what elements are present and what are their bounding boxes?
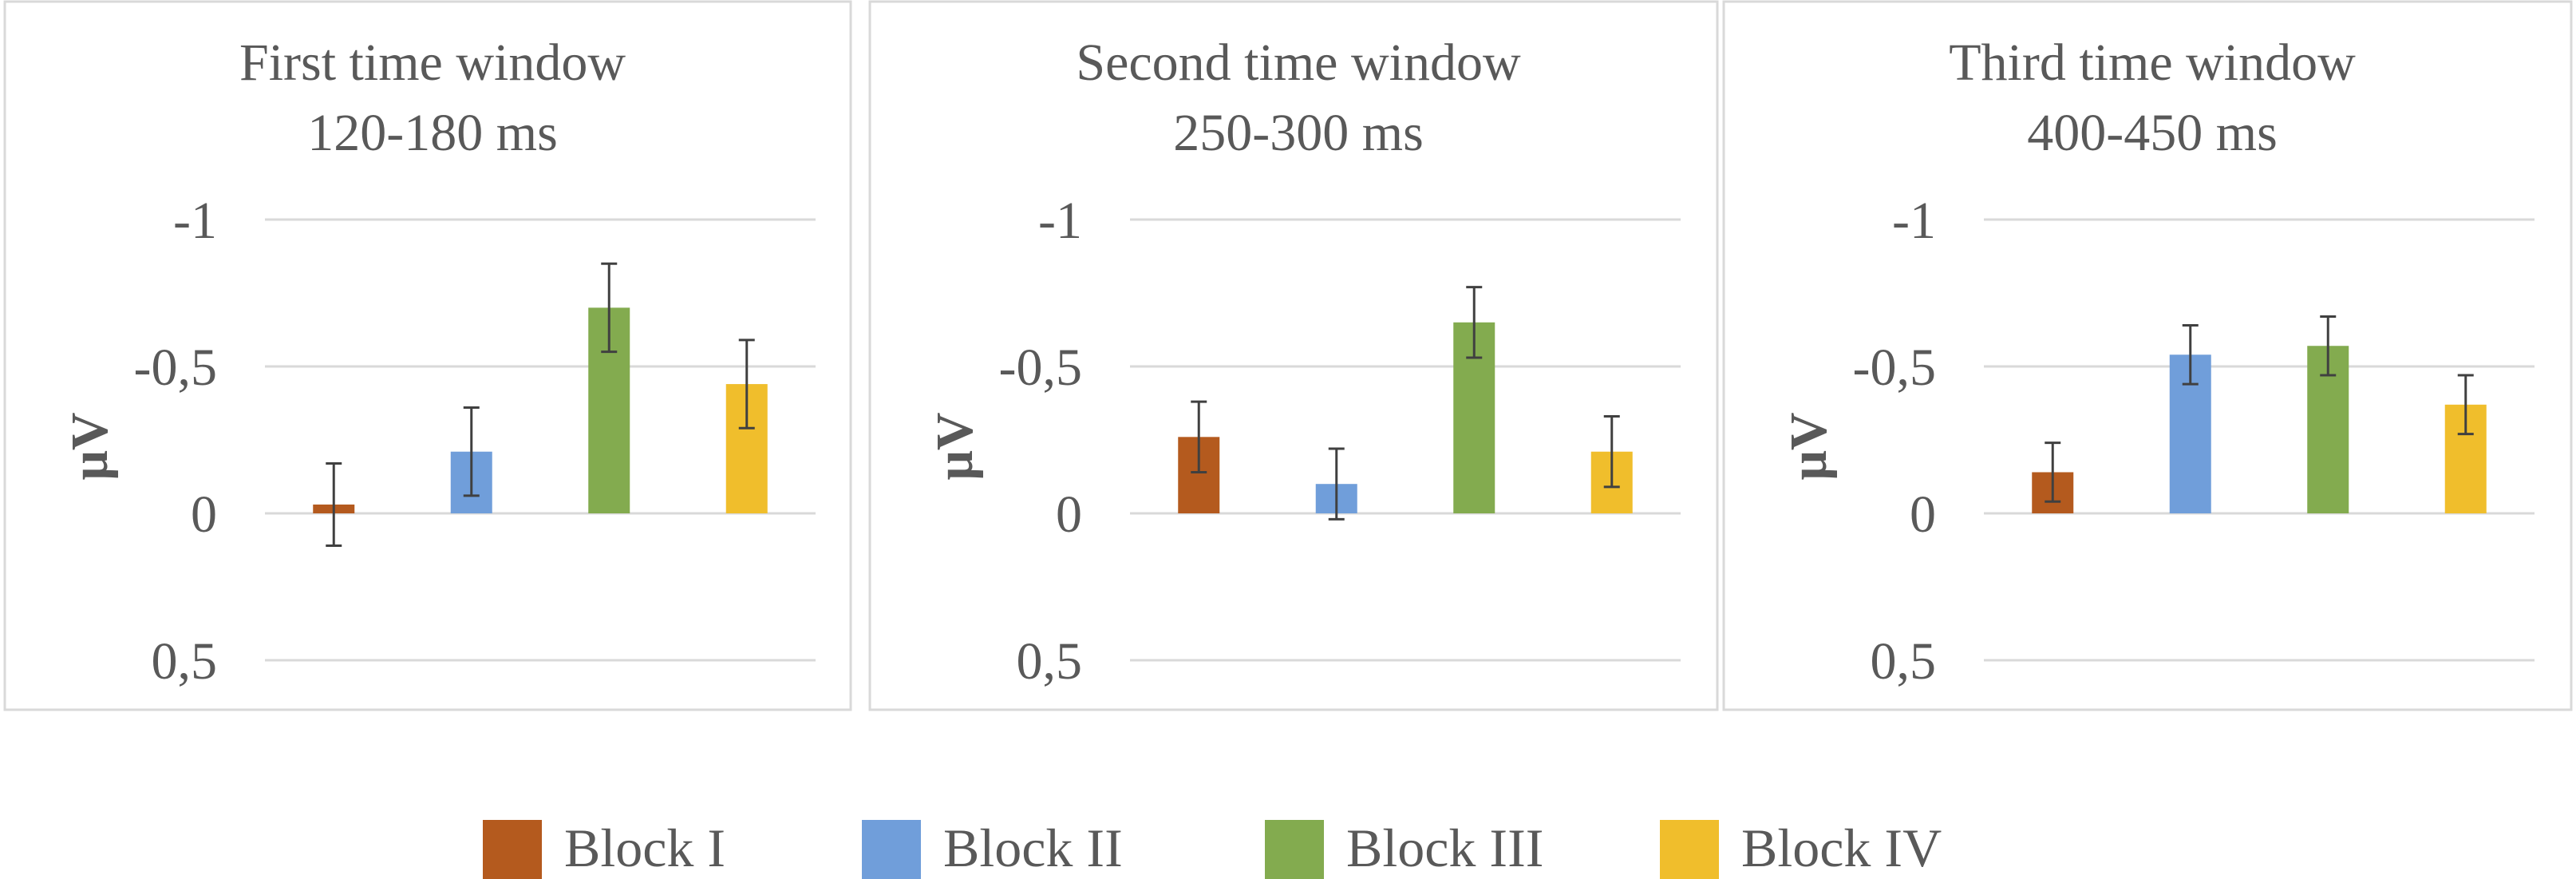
y-tick-label: 0 [1056,485,1082,544]
y-axis-label: μV [61,412,119,480]
y-tick-label: 0,5 [1871,632,1937,691]
legend-item-block-iii: Block III [1265,818,1543,879]
chart-title: First time window [239,34,626,92]
legend-label: Block II [943,818,1123,878]
panel-border [1722,0,2573,711]
chart-panel-2: Second time window 250-300 ms -1 -0,5 0 0,5 μV [868,0,1719,711]
legend-label: Block III [1346,818,1543,878]
legend-item-block-ii: Block II [862,818,1123,879]
legend-label: Block IV [1741,818,1942,878]
chart-title: Second time window [1076,34,1521,92]
panel-border [3,0,852,711]
panel-border [868,0,1719,711]
legend: Block I Block II Block III Block IV [483,818,1942,879]
y-tick-label: 0,5 [1017,632,1083,691]
y-tick-label: -0,5 [134,339,217,397]
y-tick-label: -1 [173,192,217,250]
y-axis-label: μV [1780,412,1838,480]
legend-swatch [862,820,921,879]
legend-swatch [1660,820,1719,879]
chart-subtitle: 120-180 ms [307,104,558,162]
chart-subtitle: 400-450 ms [2027,104,2278,162]
y-tick-label: -1 [1892,192,1936,250]
legend-item-block-i: Block I [483,818,725,879]
y-tick-label: -1 [1038,192,1082,250]
y-tick-label: 0 [191,485,217,544]
chart-title: Third time window [1949,34,2356,92]
chart-panel-1: First time window 120-180 ms -1 -0,5 0 0,5 μV [3,0,852,711]
chart-panel-3: Third time window 400-450 ms -1 -0,5 0 0,5 μV [1722,0,2573,711]
legend-swatch [1265,820,1324,879]
y-tick-label: 0,5 [152,632,218,691]
y-tick-label: 0 [1910,485,1936,544]
y-axis-label: μV [926,412,984,480]
chart-subtitle: 250-300 ms [1173,104,1424,162]
y-tick-label: -0,5 [999,339,1082,397]
y-tick-label: -0,5 [1853,339,1936,397]
legend-label: Block I [564,818,725,878]
legend-item-block-iv: Block IV [1660,818,1942,879]
legend-swatch [483,820,542,879]
